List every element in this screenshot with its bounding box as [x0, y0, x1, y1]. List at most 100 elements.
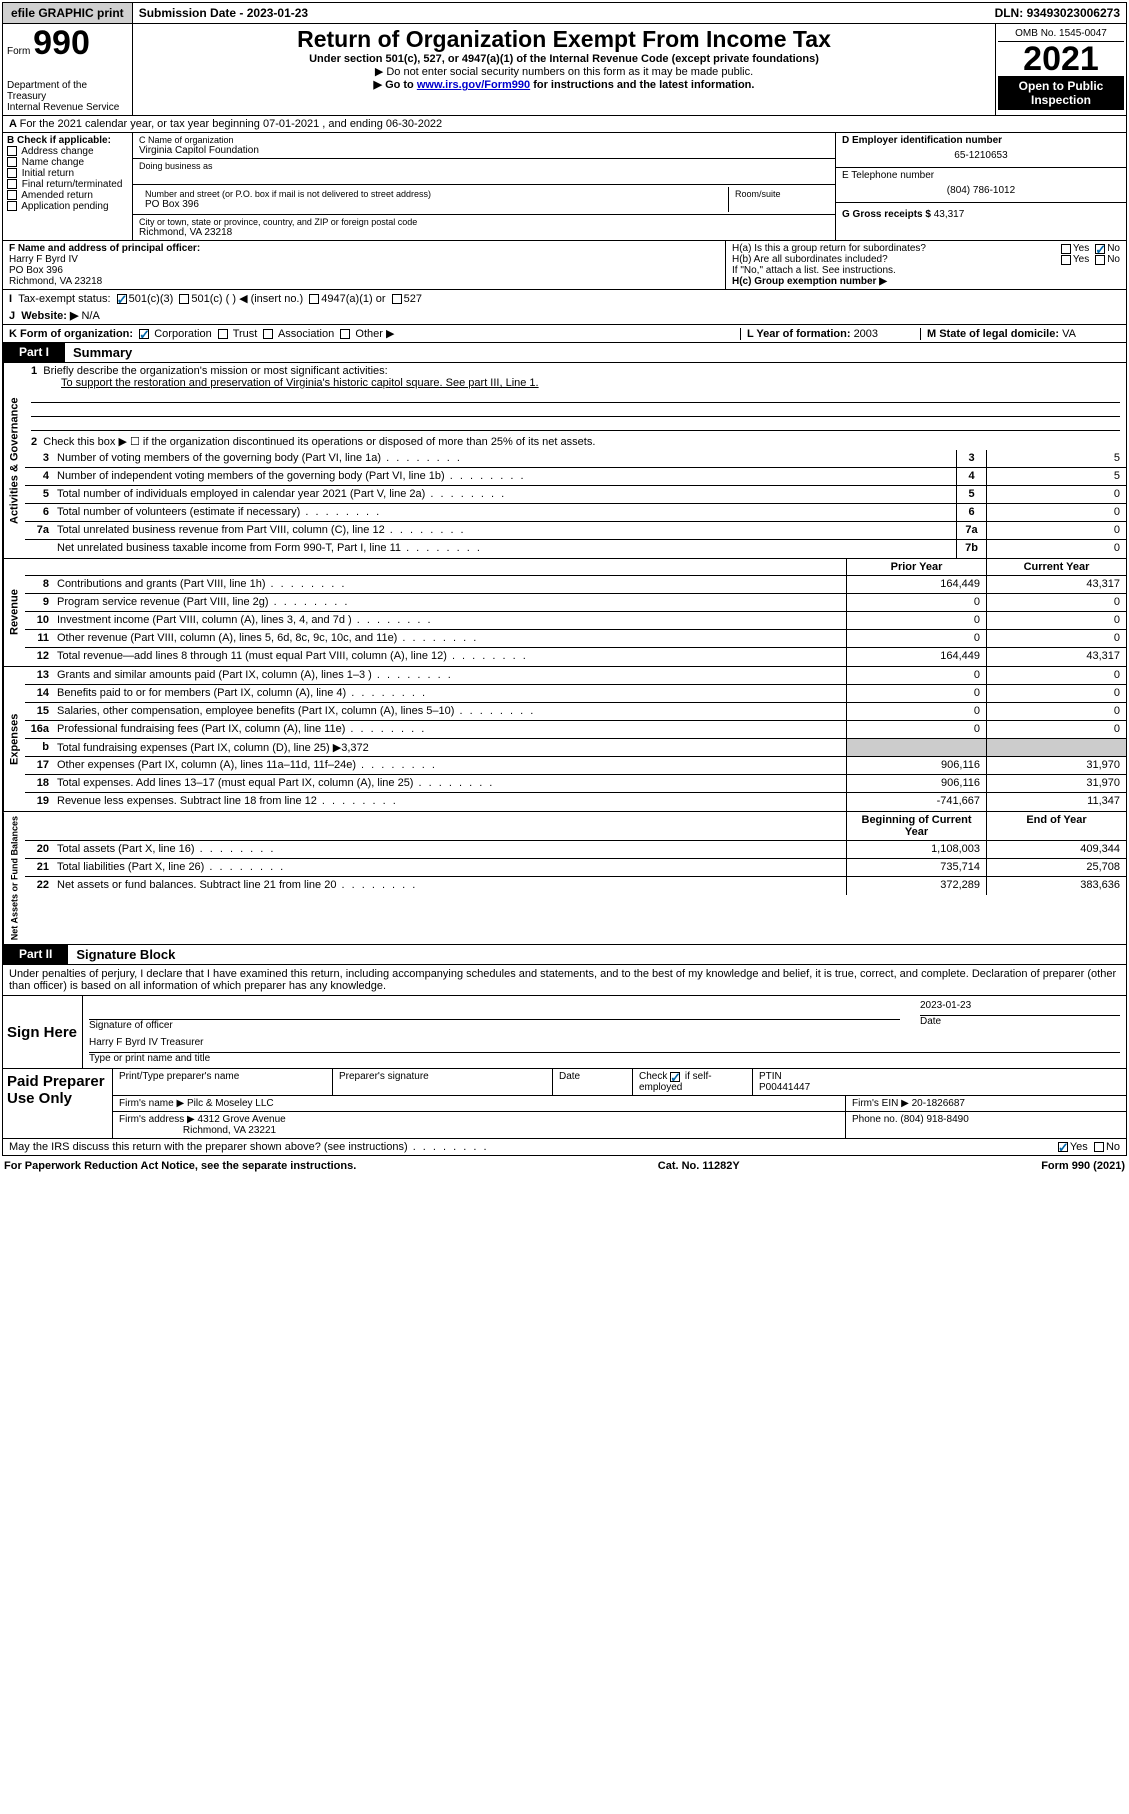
revenue-section: Revenue Prior Year Current Year 8Contrib…: [2, 559, 1127, 667]
chk-ha-yes[interactable]: [1061, 244, 1071, 254]
footer-right: Form 990 (2021): [1041, 1160, 1125, 1172]
part-1-title: Summary: [65, 343, 140, 362]
summary-line: 14Benefits paid to or for members (Part …: [25, 685, 1126, 703]
chk-501c[interactable]: [179, 294, 189, 304]
beginning-year-header: Beginning of Current Year: [846, 812, 986, 840]
sig-date: 2023-01-23: [920, 1000, 1120, 1016]
row-a-tax-year: A For the 2021 calendar year, or tax yea…: [2, 116, 1127, 133]
summary-line: 3Number of voting members of the governi…: [25, 450, 1126, 468]
summary-line: 22Net assets or fund balances. Subtract …: [25, 877, 1126, 895]
firm-city: Richmond, VA 23221: [183, 1125, 276, 1136]
chk-527[interactable]: [392, 294, 402, 304]
summary-line: 16aProfessional fundraising fees (Part I…: [25, 721, 1126, 739]
officer-label: F Name and address of principal officer:: [9, 243, 200, 254]
mission-text: To support the restoration and preservat…: [31, 377, 1120, 389]
summary-line: bTotal fundraising expenses (Part IX, co…: [25, 739, 1126, 757]
ptin-value: P00441447: [759, 1082, 810, 1093]
expenses-section: Expenses 13Grants and similar amounts pa…: [2, 667, 1127, 812]
summary-line: 17Other expenses (Part IX, column (A), l…: [25, 757, 1126, 775]
chk-trust[interactable]: [218, 329, 228, 339]
top-bar: efile GRAPHIC print Submission Date - 20…: [2, 2, 1127, 24]
org-name: Virginia Capitol Foundation: [139, 145, 829, 156]
summary-line: 20Total assets (Part X, line 16)1,108,00…: [25, 841, 1126, 859]
tax-status-row: I Tax-exempt status: 501(c)(3) 501(c) ( …: [2, 290, 1127, 307]
efile-print-button[interactable]: efile GRAPHIC print: [3, 3, 133, 23]
sig-date-label: Date: [920, 1016, 1120, 1027]
sig-name-label: Type or print name and title: [89, 1053, 1120, 1064]
sig-officer-label: Signature of officer: [89, 1020, 900, 1031]
summary-line: 11Other revenue (Part VIII, column (A), …: [25, 630, 1126, 648]
net-assets-section: Net Assets or Fund Balances Beginning of…: [2, 812, 1127, 945]
website-row: J Website: ▶ N/A: [2, 307, 1127, 325]
summary-line: 8Contributions and grants (Part VIII, li…: [25, 576, 1126, 594]
h-a-label: H(a) Is this a group return for subordin…: [732, 243, 1061, 254]
chk-4947[interactable]: [309, 294, 319, 304]
summary-line: 10Investment income (Part VIII, column (…: [25, 612, 1126, 630]
dept-treasury: Department of the Treasury: [7, 80, 128, 102]
part-1-number: Part I: [3, 343, 65, 362]
summary-line: 4Number of independent voting members of…: [25, 468, 1126, 486]
dln-label: DLN: 93493023006273: [989, 3, 1126, 23]
chk-other[interactable]: [340, 329, 350, 339]
form-subtitle-1: Under section 501(c), 527, or 4947(a)(1)…: [139, 53, 989, 65]
chk-address-change[interactable]: [7, 146, 17, 156]
officer-h-block: F Name and address of principal officer:…: [2, 241, 1127, 290]
chk-initial-return[interactable]: [7, 168, 17, 178]
chk-association[interactable]: [263, 329, 273, 339]
header-info-block: B Check if applicable: Address change Na…: [2, 133, 1127, 241]
h-b-label: H(b) Are all subordinates included?: [732, 254, 1061, 265]
part-2-title: Signature Block: [68, 945, 183, 964]
prep-sig-label: Preparer's signature: [333, 1069, 553, 1095]
tel-label: E Telephone number: [842, 170, 934, 181]
officer-name: Harry F Byrd IV: [9, 254, 78, 265]
chk-hb-yes[interactable]: [1061, 255, 1071, 265]
form-number: 990: [33, 24, 90, 62]
state-domicile: VA: [1062, 328, 1076, 340]
col-b-checkboxes: B Check if applicable: Address change Na…: [3, 133, 133, 240]
chk-irs-no[interactable]: [1094, 1142, 1104, 1152]
summary-line: 7aTotal unrelated business revenue from …: [25, 522, 1126, 540]
form-header: Form 990 Department of the Treasury Inte…: [2, 24, 1127, 116]
form-prefix: Form: [7, 46, 30, 57]
chk-501c3[interactable]: [117, 294, 127, 304]
firm-phone: (804) 918-8490: [900, 1114, 968, 1125]
chk-irs-yes[interactable]: [1058, 1142, 1068, 1152]
sign-here-block: Sign Here Signature of officer 2023-01-2…: [2, 996, 1127, 1069]
summary-line: Net unrelated business taxable income fr…: [25, 540, 1126, 558]
irs-form990-link[interactable]: www.irs.gov/Form990: [417, 79, 530, 91]
vtab-revenue: Revenue: [3, 559, 25, 666]
vtab-net-assets: Net Assets or Fund Balances: [3, 812, 25, 944]
chk-amended-return[interactable]: [7, 190, 17, 200]
footer-left: For Paperwork Reduction Act Notice, see …: [4, 1160, 356, 1172]
officer-city: Richmond, VA 23218: [9, 276, 102, 287]
submission-date-label: Submission Date - 2023-01-23: [133, 3, 314, 23]
gross-receipts-value: 43,317: [934, 209, 965, 220]
summary-line: 13Grants and similar amounts paid (Part …: [25, 667, 1126, 685]
org-address: PO Box 396: [145, 199, 722, 210]
form-subtitle-3: ▶ Go to www.irs.gov/Form990 for instruct…: [139, 78, 989, 91]
form-subtitle-2: ▶ Do not enter social security numbers o…: [139, 65, 989, 78]
may-irs-row: May the IRS discuss this return with the…: [2, 1139, 1127, 1156]
firm-name: Pilc & Moseley LLC: [187, 1098, 274, 1109]
chk-application-pending[interactable]: [7, 201, 17, 211]
chk-final-return[interactable]: [7, 179, 17, 189]
summary-line: 19Revenue less expenses. Subtract line 1…: [25, 793, 1126, 811]
prior-year-header: Prior Year: [846, 559, 986, 575]
vtab-activities: Activities & Governance: [3, 363, 25, 558]
room-label: Room/suite: [735, 189, 823, 199]
prep-date-label: Date: [553, 1069, 633, 1095]
k-l-m-row: K Form of organization: Corporation Trus…: [2, 325, 1127, 343]
chk-ha-no[interactable]: [1095, 244, 1105, 254]
line1-label: Briefly describe the organization's miss…: [43, 365, 387, 377]
chk-name-change[interactable]: [7, 157, 17, 167]
chk-self-employed[interactable]: [670, 1072, 680, 1082]
summary-line: 9Program service revenue (Part VIII, lin…: [25, 594, 1126, 612]
signature-declaration: Under penalties of perjury, I declare th…: [2, 965, 1127, 996]
chk-corporation[interactable]: [139, 329, 149, 339]
chk-hb-no[interactable]: [1095, 255, 1105, 265]
line2-text: Check this box ▶ ☐ if the organization d…: [43, 436, 595, 448]
org-name-label: C Name of organization: [139, 135, 829, 145]
ein-label: D Employer identification number: [842, 135, 1002, 146]
footer-center: Cat. No. 11282Y: [658, 1160, 740, 1172]
summary-line: 5Total number of individuals employed in…: [25, 486, 1126, 504]
